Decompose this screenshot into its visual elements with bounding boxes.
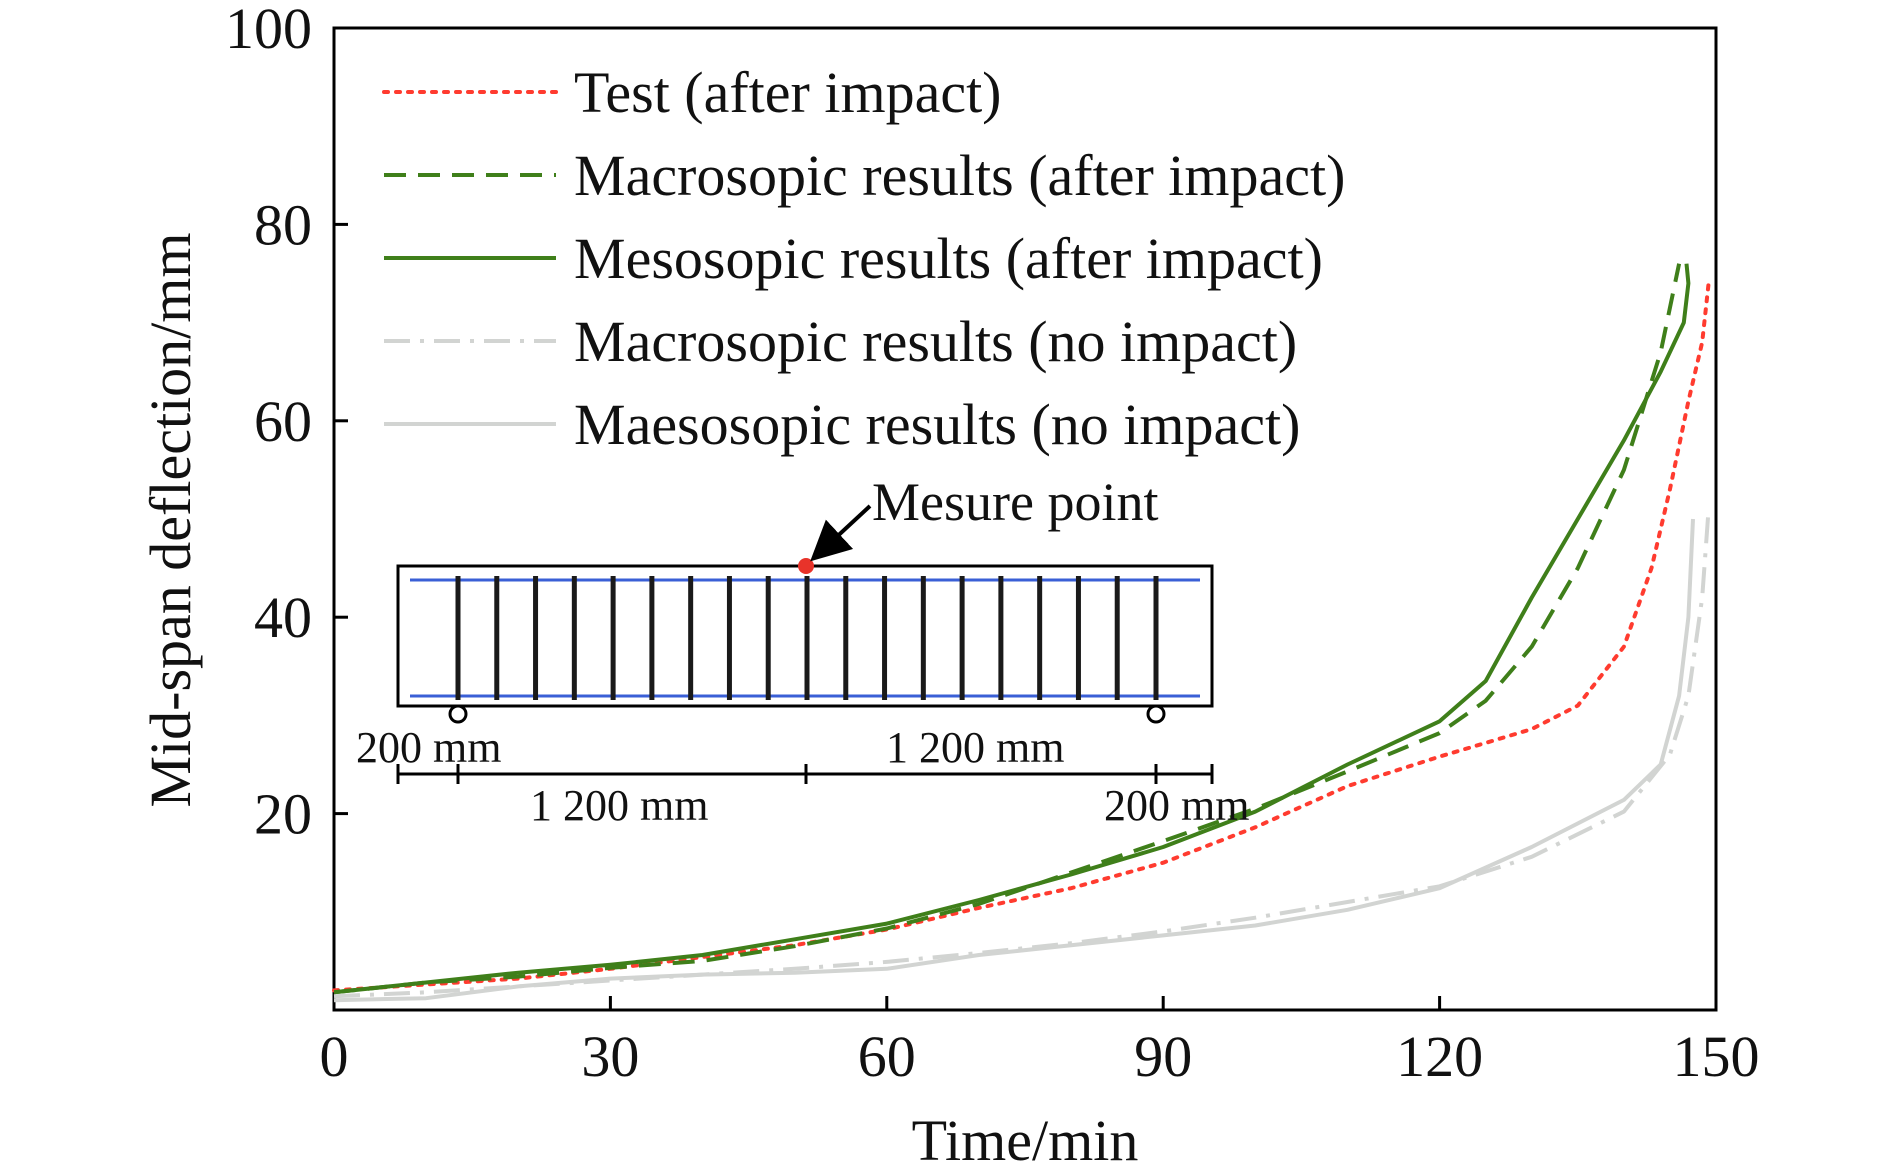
measure-point-arrow bbox=[810, 504, 872, 562]
x-tick-label: 120 bbox=[1396, 1024, 1483, 1089]
series-line-3 bbox=[333, 263, 1691, 995]
dim-label-right-span: 1 200 mm bbox=[886, 723, 1064, 772]
x-tick-label: 90 bbox=[1134, 1024, 1192, 1089]
inset-support-left bbox=[448, 704, 468, 724]
legend-label-5: Maesosopic results (no impact) bbox=[574, 392, 1300, 457]
inset-beam-diagram: Mesure point 200 mm 1 200 mm 1 200 mm 20… bbox=[356, 472, 1249, 830]
legend: Test (after impact) Macrosopic results (a… bbox=[382, 60, 1345, 457]
y-tick-label: 60 bbox=[254, 389, 312, 454]
x-tick-label: 60 bbox=[858, 1024, 916, 1089]
dim-label-right-overhang: 200 mm bbox=[1104, 781, 1249, 830]
dim-label-left-overhang: 200 mm bbox=[356, 723, 501, 772]
series-lines bbox=[332, 263, 1711, 1003]
y-tick-label: 40 bbox=[254, 585, 312, 650]
y-tick-label: 80 bbox=[254, 192, 312, 257]
measure-point-label: Mesure point bbox=[872, 472, 1158, 532]
legend-label-3: Mesosopic results (after impact) bbox=[574, 226, 1323, 291]
inset-support-right bbox=[1146, 704, 1166, 724]
x-axis-label: Time/min bbox=[912, 1108, 1139, 1170]
x-tick-label: 30 bbox=[581, 1024, 639, 1089]
inset-stirrups bbox=[455, 576, 1159, 700]
series-line-2 bbox=[333, 263, 1682, 995]
dim-label-left-span: 1 200 mm bbox=[530, 781, 708, 830]
measure-point-marker bbox=[798, 558, 814, 574]
axis-ticks: 0 30 60 90 120 150 20 40 60 80 100 bbox=[225, 0, 1760, 1089]
y-tick-label: 100 bbox=[225, 0, 312, 61]
legend-label-2: Macrosopic results (after impact) bbox=[574, 143, 1345, 208]
plot-frame bbox=[332, 26, 1718, 1012]
series-line-5 bbox=[333, 518, 1695, 1003]
x-tick-label: 0 bbox=[320, 1024, 349, 1089]
legend-label-4: Macrosopic results (no impact) bbox=[574, 309, 1297, 374]
legend-label-1: Test (after impact) bbox=[574, 60, 1002, 125]
x-tick-label: 150 bbox=[1673, 1024, 1760, 1089]
y-tick-label: 20 bbox=[254, 782, 312, 847]
y-axis-label: Mid-span deflection/mm bbox=[138, 232, 203, 807]
